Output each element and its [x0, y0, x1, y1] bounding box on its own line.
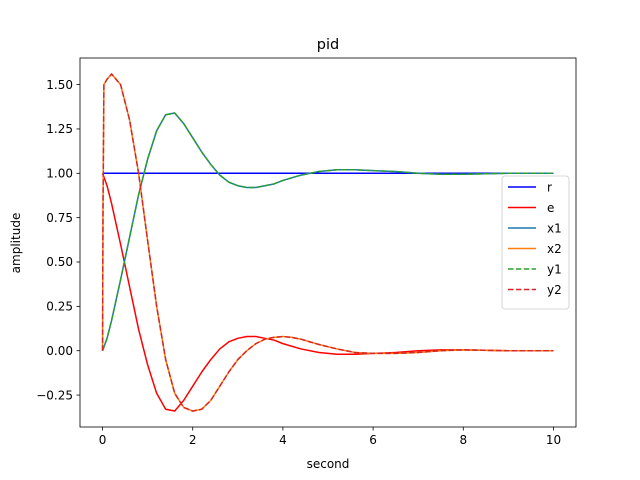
x-tick-label: 6: [369, 433, 377, 447]
series-line-y1: [101, 112, 554, 351]
chart-title: pid: [317, 37, 339, 53]
legend-label-y2: y2: [547, 283, 562, 297]
legend-label-e: e: [547, 201, 554, 215]
x-tick-label: 0: [99, 433, 107, 447]
legend-label-x2: x2: [547, 242, 562, 256]
x-axis-label: second: [307, 457, 350, 471]
y-tick-label: 1.00: [46, 167, 73, 181]
y-tick-label: 1.50: [46, 78, 73, 92]
x-tick-label: 8: [459, 433, 467, 447]
legend-label-y1: y1: [547, 262, 562, 276]
y-tick-label: 0.00: [46, 344, 73, 358]
x-tick-label: 2: [189, 433, 197, 447]
x-axis-ticks: 0 2 4 6 8 10: [99, 427, 561, 447]
x-tick-label: 4: [279, 433, 287, 447]
series-lines: [101, 73, 554, 412]
y-tick-label: 0.50: [46, 255, 73, 269]
axes-frame: [79, 57, 577, 428]
x-tick-label: 10: [546, 433, 561, 447]
y-tick-label: 1.25: [46, 122, 73, 136]
y-tick-label: 0.75: [46, 211, 73, 225]
legend-label-r: r: [547, 180, 552, 194]
y-axis-label: amplitude: [9, 213, 23, 274]
y-tick-label: 0.25: [46, 300, 73, 314]
y-axis-ticks: −0.25 0.00 0.25 0.50 0.75 1.00 1.25 1.50: [36, 78, 80, 402]
legend-label-x1: x1: [547, 221, 562, 235]
series-line-y2: [101, 73, 554, 412]
legend-frame: [501, 175, 570, 310]
legend: re x1 x2 y1 y2: [501, 175, 570, 310]
y-tick-label: −0.25: [36, 388, 73, 402]
